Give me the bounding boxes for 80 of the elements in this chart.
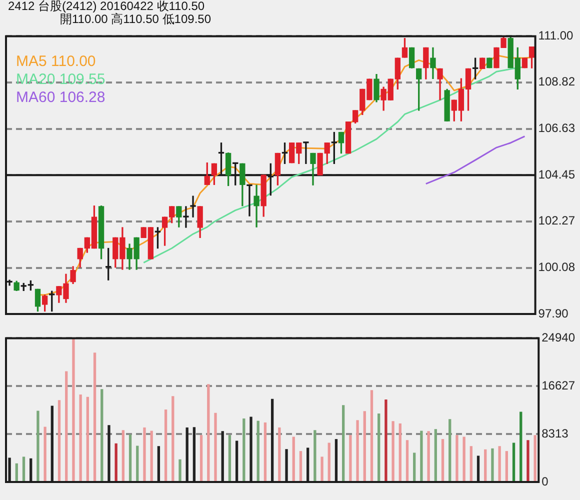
text: MA60 106.28 [16, 88, 106, 106]
bar [520, 412, 522, 482]
y-tick-label: 97.90 [538, 306, 569, 320]
bar [22, 456, 26, 482]
bar [128, 434, 132, 482]
bar [448, 419, 452, 482]
bar [150, 430, 153, 482]
y-tick-label: 104.45 [538, 167, 576, 182]
bar [484, 449, 487, 482]
bar [36, 410, 40, 482]
bar [406, 440, 409, 482]
candlestick [183, 206, 189, 228]
bar [114, 443, 118, 482]
bar [434, 429, 437, 482]
bar [79, 394, 82, 482]
bar [44, 426, 46, 482]
bar [342, 405, 345, 482]
bar [178, 459, 182, 482]
y-tick-label: 8313 [542, 426, 569, 440]
bar [320, 456, 324, 482]
y-tick-label: 100.08 [538, 260, 576, 274]
y-tick-label: 16627 [542, 378, 576, 392]
bar [420, 430, 423, 482]
bar [214, 412, 217, 482]
bar [256, 420, 260, 482]
bar [512, 442, 516, 482]
bar [200, 435, 203, 482]
bar [86, 396, 89, 482]
bar [392, 421, 394, 482]
bar [349, 435, 352, 482]
bar [356, 420, 359, 482]
bar [143, 427, 146, 482]
bar [370, 390, 374, 482]
bar [228, 435, 232, 482]
bar [242, 418, 246, 482]
chart-title: 2412 台股(2412) 20160422 收110.50 [7, 0, 206, 13]
bar [164, 409, 168, 482]
bar [172, 396, 174, 482]
bar [299, 451, 302, 482]
y-tick-label: 102.27 [538, 214, 576, 228]
bar [441, 439, 444, 482]
bar [427, 431, 430, 482]
y-tick-label: 0 [542, 474, 549, 488]
candlestick [303, 142, 309, 164]
bar [384, 400, 388, 482]
y-tick-label: 111.00 [538, 28, 574, 43]
bar [505, 451, 508, 482]
bar [398, 423, 402, 482]
y-tick-label: 108.82 [538, 74, 576, 89]
bar [456, 435, 458, 482]
bar [93, 352, 96, 482]
bar [100, 389, 104, 482]
candlestick [254, 184, 260, 228]
bar [72, 338, 75, 482]
bar [378, 413, 380, 482]
bar [207, 384, 210, 482]
bar [491, 448, 494, 482]
bar [58, 400, 61, 482]
bar [15, 463, 18, 482]
bar [328, 442, 330, 482]
bar [136, 446, 139, 482]
bar [534, 435, 536, 482]
bar [264, 422, 267, 482]
chart-subtitle: 開110.00 高110.50 低109.50 [59, 12, 212, 26]
bar [526, 440, 530, 482]
y-tick-label: 24940 [542, 330, 576, 345]
bar [65, 371, 68, 482]
bar [314, 430, 316, 482]
bar [363, 411, 366, 482]
y-tick-label: 106.63 [538, 121, 576, 136]
candlestick [190, 196, 196, 218]
bar [498, 446, 501, 482]
bar [292, 436, 295, 482]
text: MA5 110.00 [16, 52, 96, 70]
bar [278, 427, 281, 482]
bar [470, 446, 472, 482]
bar [122, 430, 125, 482]
bar [413, 452, 416, 482]
bar [462, 436, 466, 482]
candlestick [246, 184, 252, 216]
